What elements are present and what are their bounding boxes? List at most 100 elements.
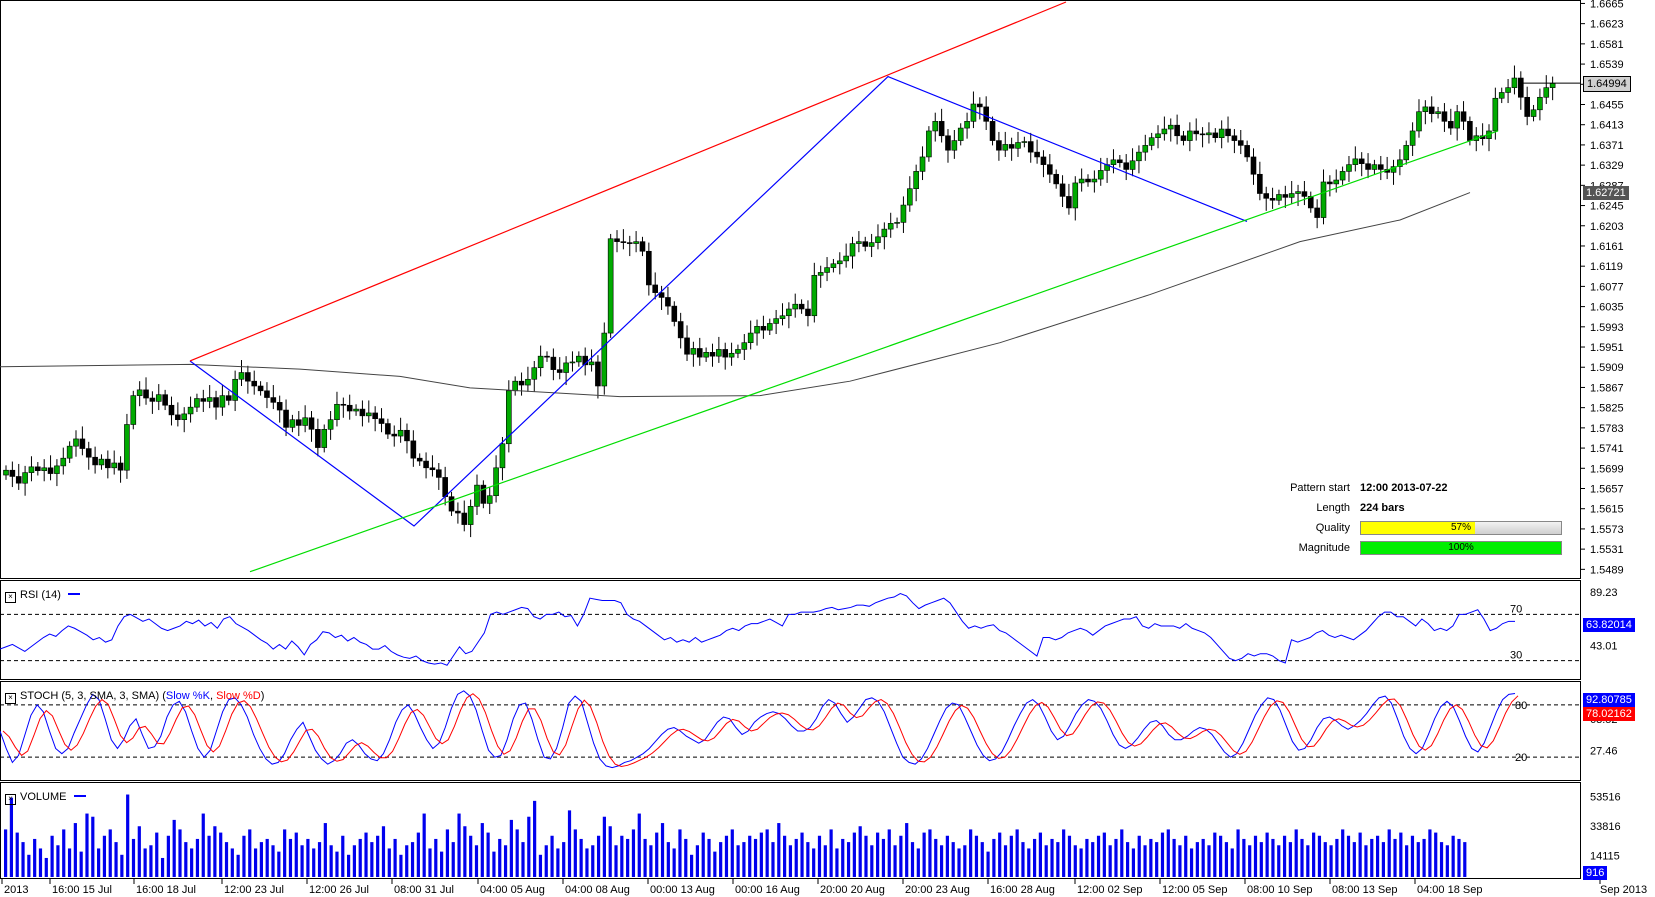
volume-bar (224, 842, 229, 877)
candle-up (786, 308, 792, 317)
candle-up (881, 228, 888, 238)
candle-up (1187, 130, 1193, 141)
volume-bar (1393, 838, 1397, 877)
volume-bar (486, 832, 490, 877)
volume-bar (102, 835, 107, 877)
candle-down (315, 429, 321, 448)
volume-bar (672, 848, 676, 877)
candle-down (1467, 121, 1473, 141)
volume-bar (777, 823, 781, 877)
y-tick-label: 1.5951 (1590, 342, 1624, 354)
candle-up (321, 429, 328, 448)
volume-bar (1282, 835, 1287, 877)
upper-channel-line (189, 1, 1067, 362)
stoch-y-tick-label: 27.46 (1590, 746, 1618, 758)
candle-up (811, 275, 818, 317)
magnitude-bar: 100% (1360, 541, 1562, 555)
volume-bar (21, 842, 25, 877)
volume-bar (27, 854, 31, 877)
candle-down (1066, 196, 1072, 209)
candle-up (525, 378, 531, 386)
candle-up (633, 241, 639, 244)
candle-down (1441, 111, 1448, 122)
volume-bar (974, 835, 979, 877)
rsi-line (0, 593, 1515, 666)
y-tick-label: 1.6539 (1590, 59, 1624, 71)
candle-up (54, 465, 60, 474)
volume-bar (1195, 842, 1199, 877)
volume-bar (1219, 835, 1223, 877)
volume-bar (300, 845, 304, 877)
candle-down (760, 326, 767, 331)
volume-bar (666, 842, 670, 877)
candle-down (117, 462, 124, 471)
candle-up (1320, 181, 1327, 218)
volume-bar (15, 832, 19, 877)
stoch-label: × STOCH (5, 3, SMA, 3, SMA) (Slow %K, Slo… (5, 690, 264, 704)
volume-bar (259, 842, 263, 877)
volume-bar (550, 835, 554, 877)
candle-up (136, 389, 143, 396)
volume-bar (248, 829, 252, 877)
volume-bar (1038, 832, 1042, 877)
volume-bar (1335, 838, 1339, 877)
volume-bar (1381, 842, 1385, 877)
y-tick-label: 1.6455 (1590, 99, 1624, 111)
candle-up (849, 243, 856, 257)
volume-bar (1102, 832, 1106, 877)
candle-up (1397, 159, 1403, 167)
candle-down (1180, 135, 1187, 141)
pattern-start-label: Pattern start (1290, 482, 1350, 494)
volume-bar (440, 851, 444, 877)
candle-up (493, 467, 499, 497)
volume-bar (219, 832, 223, 877)
candle-down (85, 448, 92, 458)
volume-bar (1155, 842, 1159, 877)
volume-bar (626, 838, 630, 877)
volume-bar (945, 835, 949, 877)
candle-down (1123, 162, 1129, 170)
candle-up (690, 348, 697, 355)
y-tick-label: 1.6077 (1590, 281, 1624, 293)
volume-bar (585, 848, 589, 877)
volume-bar (1364, 845, 1368, 877)
ma-price-tag: 1.62721 (1583, 185, 1629, 200)
y-tick-label: 1.5825 (1590, 403, 1624, 415)
volume-bar (1224, 842, 1229, 877)
volume-bar (4, 829, 8, 877)
y-tick-label: 1.5741 (1590, 443, 1624, 455)
close-icon[interactable]: × (5, 592, 16, 603)
x-tick-label: 08:00 31 Jul (394, 884, 454, 896)
volume-bar (1358, 832, 1362, 877)
candle-up (537, 355, 544, 369)
candle-down (862, 241, 869, 247)
y-tick-label: 1.6371 (1590, 140, 1624, 152)
volume-bar (887, 829, 891, 877)
volume-bar (1230, 848, 1234, 877)
candle-up (1543, 87, 1550, 98)
volume-bar (85, 813, 89, 877)
volume-bar (1184, 835, 1188, 877)
candle-down (626, 242, 633, 244)
candle-up (1129, 160, 1136, 170)
y-tick-label: 1.5531 (1590, 544, 1624, 556)
volume-bar (771, 842, 775, 877)
stoch-label-text: STOCH (5, 3, SMA, 3, SMA) (20, 690, 160, 702)
candle-up (486, 495, 493, 504)
candle-up (1435, 111, 1441, 114)
candle-down (1117, 159, 1123, 164)
x-tick-label: 00:00 13 Aug (650, 884, 715, 896)
stoch-d-label: Slow %D (216, 690, 261, 702)
volume-bar (97, 848, 101, 877)
candle-up (779, 315, 786, 319)
close-icon[interactable]: × (5, 693, 16, 704)
candle-down (143, 389, 149, 399)
candle-up (531, 367, 538, 380)
candle-up (970, 103, 977, 122)
candle-down (722, 349, 729, 358)
quality-label: Quality (1315, 522, 1350, 534)
close-icon[interactable]: × (5, 794, 16, 805)
volume-bar (358, 838, 362, 877)
volume-bar (870, 845, 874, 877)
y-tick-label: 1.6119 (1590, 261, 1623, 273)
